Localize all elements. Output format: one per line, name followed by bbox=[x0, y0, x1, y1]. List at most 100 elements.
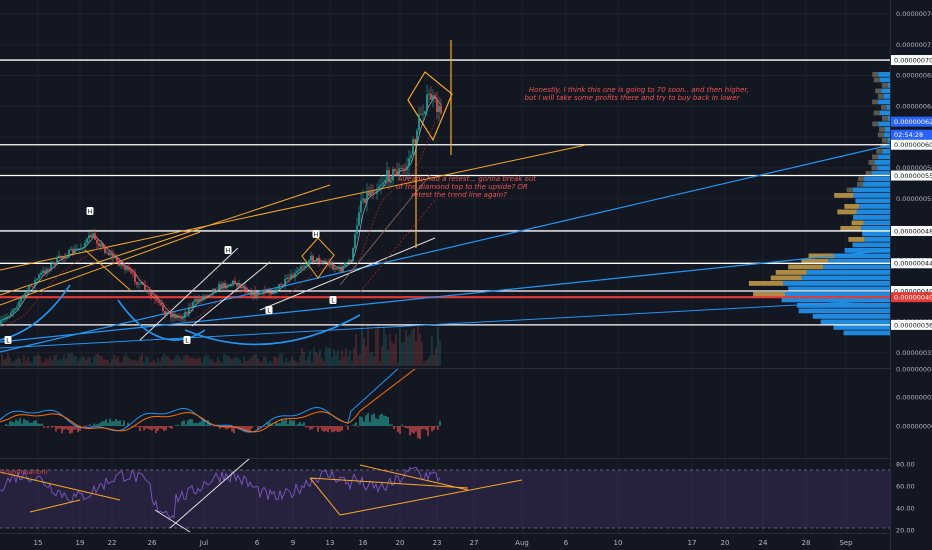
volume-bar bbox=[27, 356, 29, 366]
volume-bar bbox=[437, 327, 439, 366]
candle-body bbox=[414, 139, 416, 142]
volume-bar bbox=[145, 356, 147, 366]
macd-histogram-bar bbox=[89, 424, 91, 426]
candle-body bbox=[204, 295, 206, 297]
macd-histogram-bar bbox=[285, 418, 287, 426]
volume-bar bbox=[61, 358, 63, 366]
volume-bar bbox=[401, 342, 403, 366]
candle-body bbox=[136, 281, 138, 285]
volume-profile-bar bbox=[887, 83, 890, 88]
annotation-profit-line-2: but I will take some profits there and t… bbox=[525, 94, 741, 102]
volume-bar bbox=[137, 360, 139, 366]
macd-histogram-bar bbox=[9, 421, 11, 426]
macd-histogram-bar bbox=[283, 420, 285, 426]
candle-body bbox=[196, 299, 198, 302]
volume-bar bbox=[55, 354, 57, 366]
candle-body bbox=[138, 284, 140, 285]
volume-profile-bar-gray bbox=[865, 171, 872, 176]
volume-bar bbox=[49, 356, 51, 366]
rsi-label: (continuation) bbox=[2, 468, 48, 476]
pattern-markers: H H H L L L L bbox=[4, 207, 337, 345]
macd-line bbox=[0, 369, 399, 433]
volume-profile-bar-up bbox=[775, 270, 807, 275]
volume-bar bbox=[309, 351, 311, 366]
candle-body bbox=[256, 292, 258, 298]
time-axis[interactable] bbox=[0, 533, 890, 550]
candle-body bbox=[174, 314, 176, 319]
volume-bar bbox=[85, 360, 87, 366]
volume-profile-bar-gray bbox=[882, 138, 888, 143]
candle-body bbox=[6, 316, 8, 318]
macd-histogram-bar bbox=[429, 426, 431, 427]
rsi-tick-label: 40.00 bbox=[896, 504, 915, 512]
macd-histogram-bar bbox=[405, 426, 407, 428]
volume-bar bbox=[321, 358, 323, 366]
price-axis[interactable] bbox=[890, 0, 932, 550]
volume-bar bbox=[167, 356, 169, 366]
macd-histogram-bar bbox=[289, 419, 291, 426]
macd-histogram-bar bbox=[339, 426, 341, 432]
macd-histogram-bar bbox=[145, 426, 147, 429]
macd-histogram-bar bbox=[113, 421, 115, 426]
volume-bar bbox=[89, 357, 91, 366]
volume-bar bbox=[11, 361, 13, 366]
candle-body bbox=[292, 274, 294, 278]
candle-body bbox=[102, 243, 104, 247]
volume-profile-bar bbox=[843, 330, 890, 336]
candle-body bbox=[48, 269, 50, 271]
candle-body bbox=[420, 114, 422, 116]
volume-profile-bar bbox=[862, 231, 890, 237]
volume-bar bbox=[219, 360, 221, 366]
volume-bar bbox=[347, 356, 349, 366]
candle-body bbox=[350, 260, 352, 262]
volume-bar bbox=[77, 361, 79, 366]
volume-profile-bar bbox=[823, 264, 890, 270]
volume-bar bbox=[31, 362, 33, 366]
volume-bar bbox=[107, 359, 109, 366]
volume-bar bbox=[7, 353, 9, 366]
candle-body bbox=[372, 191, 374, 194]
macd-histogram-bar bbox=[189, 419, 191, 426]
macd-histogram-bar bbox=[327, 426, 329, 433]
volume-bar bbox=[123, 356, 125, 366]
volume-profile-bar bbox=[853, 215, 890, 220]
volume-bar bbox=[171, 360, 173, 366]
macd-histogram-bar bbox=[69, 426, 71, 434]
candle-body bbox=[206, 295, 208, 297]
macd-histogram-bar bbox=[331, 426, 333, 433]
price-tag-label: 0.00000062 bbox=[894, 118, 932, 126]
volume-bar bbox=[325, 346, 327, 366]
ma-slow bbox=[0, 113, 442, 327]
volume-profile-bar bbox=[888, 116, 890, 121]
candle-body bbox=[376, 188, 378, 194]
volume-profile-bar bbox=[788, 286, 890, 292]
candle-body bbox=[162, 305, 164, 311]
candle-body bbox=[268, 292, 270, 293]
macd-histogram-bar bbox=[307, 426, 309, 428]
candle-body bbox=[20, 297, 22, 302]
macd-histogram-bar bbox=[315, 426, 317, 427]
candle-body bbox=[28, 285, 30, 292]
candle-body bbox=[114, 256, 116, 259]
candle-body bbox=[418, 114, 420, 131]
volume-bar bbox=[365, 346, 367, 366]
macd-histogram-bar bbox=[167, 426, 169, 427]
volume-bar bbox=[247, 360, 249, 366]
volume-bar bbox=[93, 356, 95, 366]
volume-bar bbox=[435, 347, 437, 366]
volume-profile-bar bbox=[863, 182, 890, 187]
macd-histogram-bar bbox=[77, 426, 79, 433]
volume-bar bbox=[391, 342, 393, 366]
volume-bar bbox=[305, 360, 307, 366]
volume-bar bbox=[273, 356, 275, 366]
volume-profile-bar-gray bbox=[880, 105, 887, 110]
marker-letter: L bbox=[185, 337, 189, 345]
candle-body bbox=[68, 250, 70, 258]
volume-bar bbox=[417, 325, 419, 366]
volume-bar bbox=[225, 354, 227, 366]
macd-histogram-bar bbox=[241, 426, 243, 429]
volume-profile-bar-gray bbox=[873, 110, 880, 116]
marker-badge bbox=[4, 336, 12, 344]
candle-body bbox=[130, 270, 132, 273]
